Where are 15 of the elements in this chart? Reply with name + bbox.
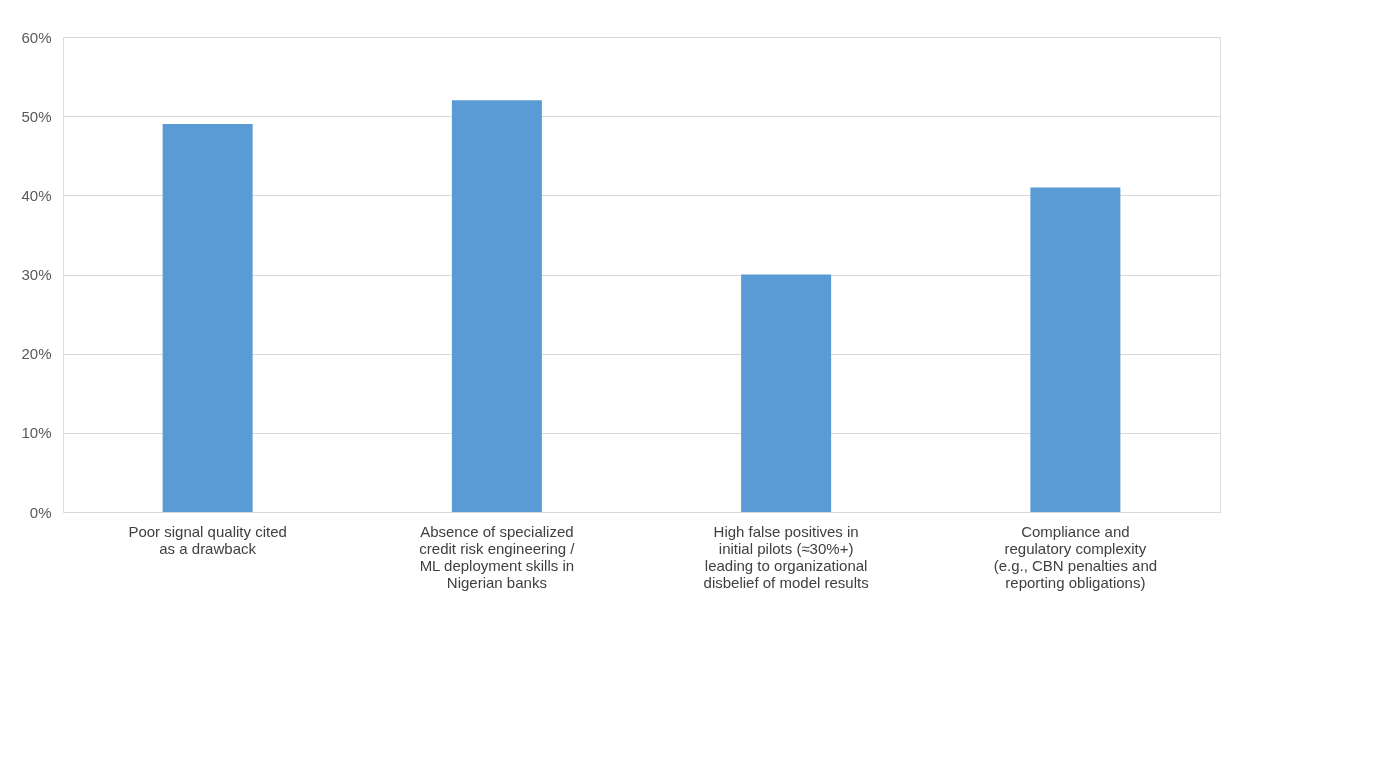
bar bbox=[162, 124, 253, 512]
x-tick-label: High false positives in initial pilots (≈30%+) leading to organizational disbelief of model results bbox=[703, 522, 869, 591]
x-tick-label: Poor signal quality cited as a drawback bbox=[128, 522, 287, 557]
y-tick-label: 50% bbox=[21, 107, 52, 125]
y-tick-label: 60% bbox=[21, 28, 52, 46]
y-tick-label: 10% bbox=[21, 424, 52, 442]
bar bbox=[451, 100, 542, 512]
y-tick-label: 40% bbox=[21, 186, 52, 204]
bar bbox=[1030, 187, 1121, 512]
y-tick-label: 0% bbox=[29, 503, 52, 521]
y-tick-label: 30% bbox=[21, 266, 52, 283]
x-tick-label: Absence of specialized credit risk engineering / ML deployment skills in Nigerian banks bbox=[419, 522, 576, 591]
x-tick-label: Compliance and regulatory complexity (e.g., CBN penalties and reporting obligations) bbox=[993, 522, 1158, 591]
y-tick-label: 20% bbox=[21, 345, 52, 363]
bar bbox=[741, 274, 832, 512]
